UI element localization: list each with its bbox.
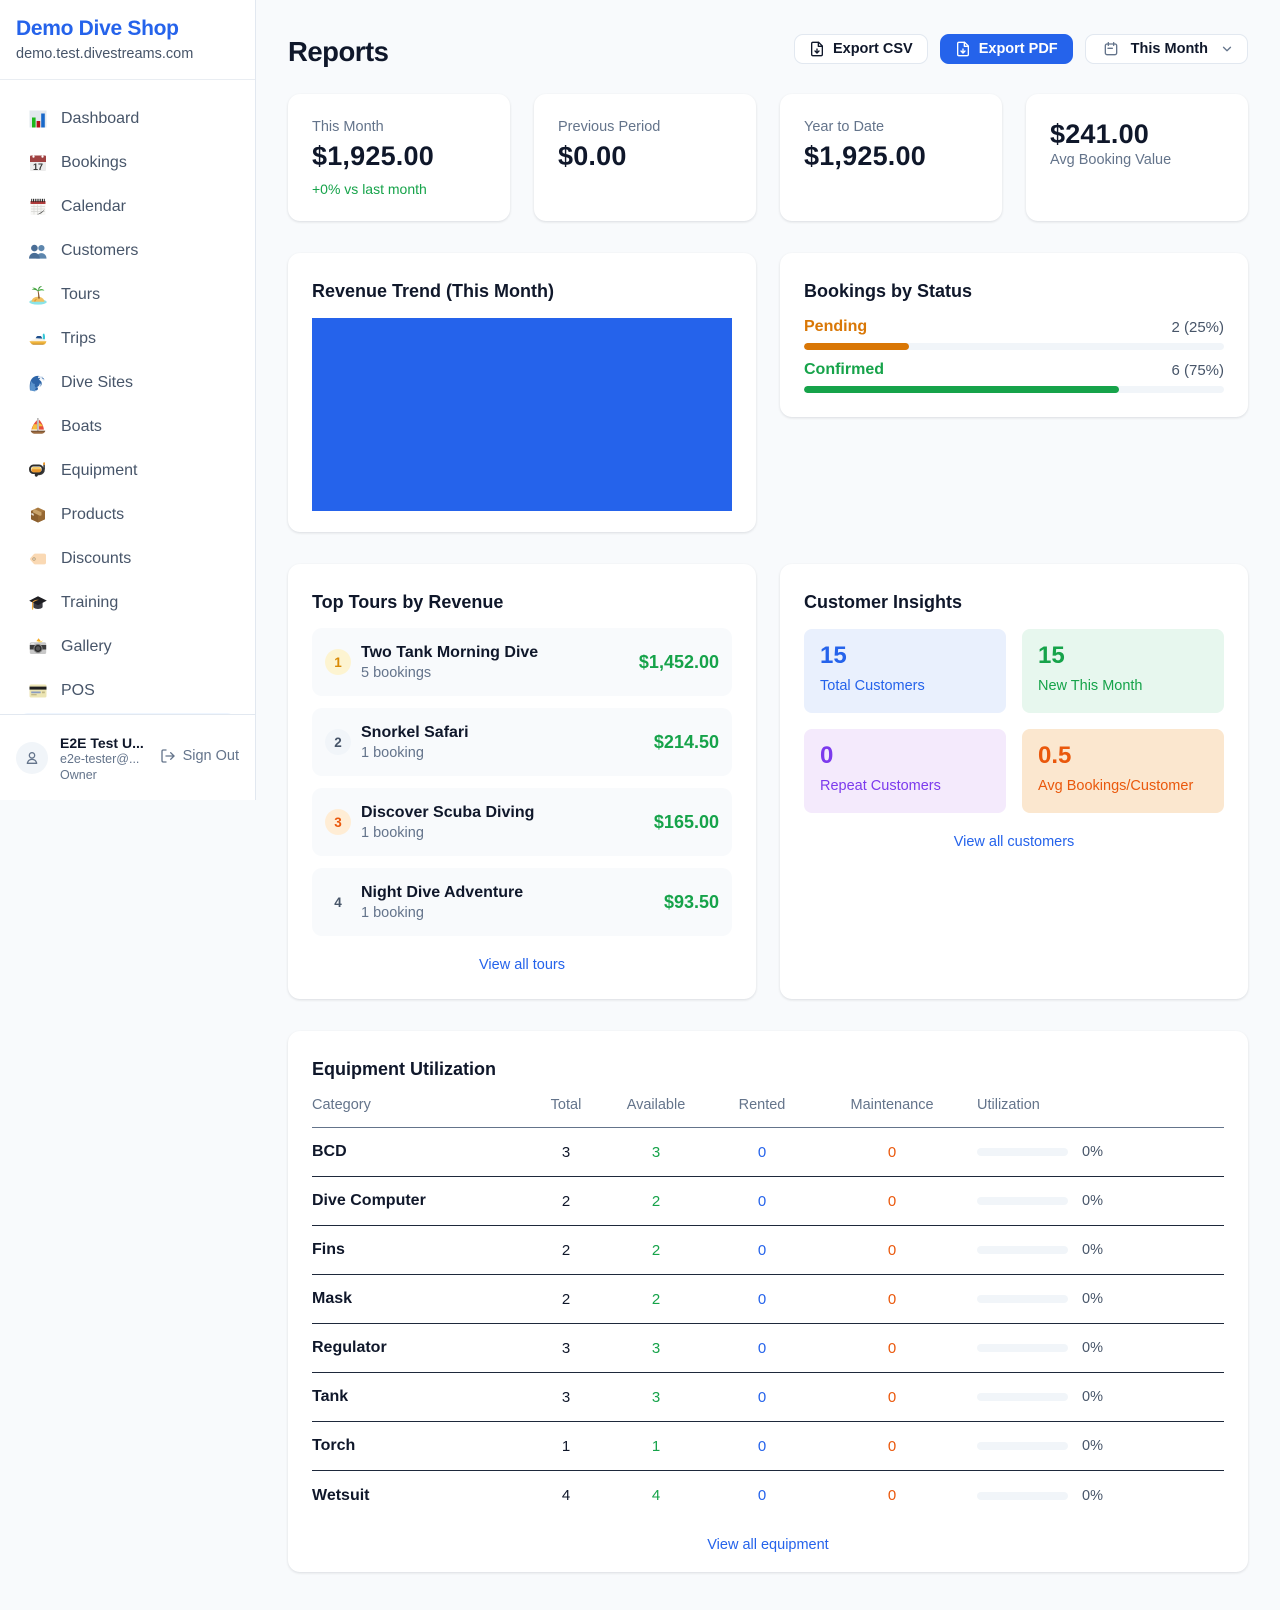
svg-text:17: 17 xyxy=(33,162,43,172)
